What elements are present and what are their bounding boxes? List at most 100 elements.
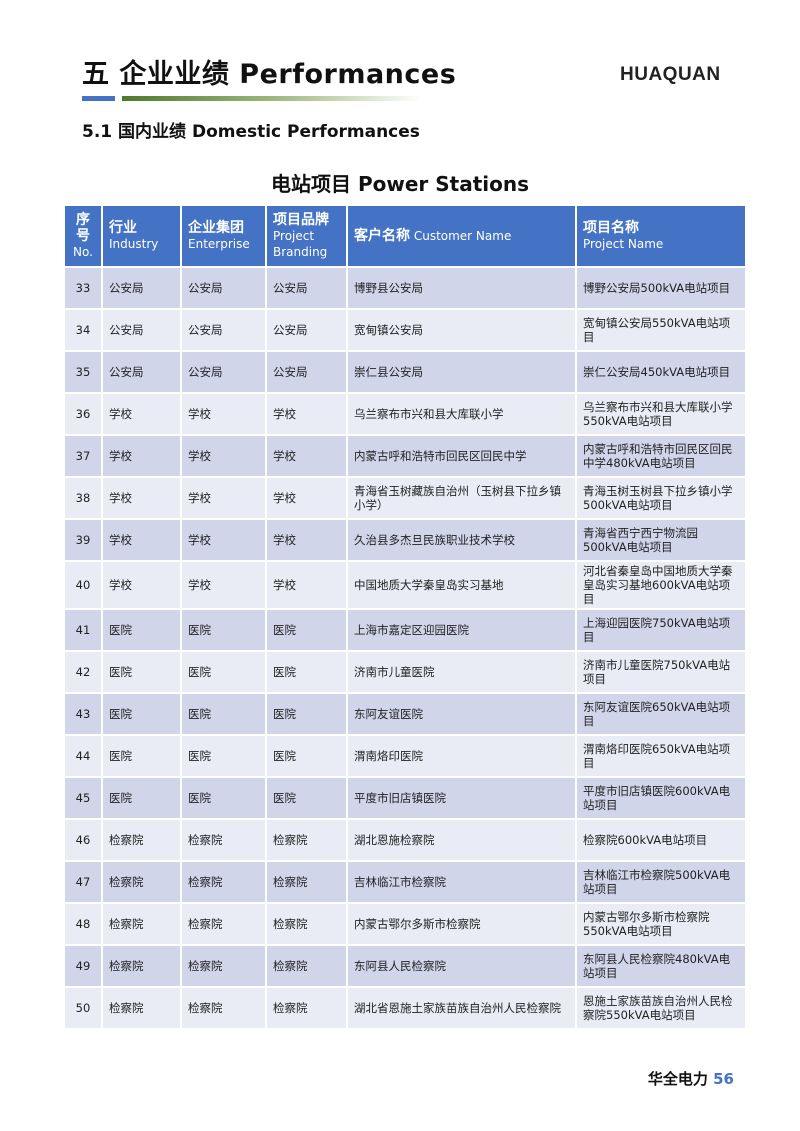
cell-customer: 中国地质大学秦皇岛实习基地: [348, 562, 575, 608]
table-row: 46 检察院 检察院 检察院 湖北恩施检察院 检察院600kVA电站项目: [65, 820, 745, 860]
cell-branding: 医院: [267, 778, 346, 818]
cell-enterprise: 检察院: [182, 946, 265, 986]
table-row: 34 公安局 公安局 公安局 宽甸镇公安局 宽甸镇公安局550kVA电站项目: [65, 310, 745, 350]
page-number: 56: [713, 1070, 734, 1088]
cell-customer: 内蒙古呼和浩特市回民区回民中学: [348, 436, 575, 476]
cell-project: 恩施土家族苗族自治州人民检察院550kVA电站项目: [577, 988, 745, 1028]
cell-branding: 检察院: [267, 904, 346, 944]
cell-no: 44: [65, 736, 101, 776]
cell-no: 47: [65, 862, 101, 902]
cell-industry: 检察院: [103, 988, 180, 1028]
cell-enterprise: 公安局: [182, 352, 265, 392]
cell-project: 吉林临江市检察院500kVA电站项目: [577, 862, 745, 902]
cell-industry: 检察院: [103, 862, 180, 902]
cell-customer: 东阿友谊医院: [348, 694, 575, 734]
cell-no: 45: [65, 778, 101, 818]
cell-branding: 医院: [267, 694, 346, 734]
cell-customer: 上海市嘉定区迎园医院: [348, 610, 575, 650]
table-row: 45 医院 医院 医院 平度市旧店镇医院 平度市旧店镇医院600kVA电站项目: [65, 778, 745, 818]
cell-industry: 医院: [103, 652, 180, 692]
table-row: 50 检察院 检察院 检察院 湖北省恩施土家族苗族自治州人民检察院 恩施土家族苗族自治州人…: [65, 988, 745, 1028]
title-underline-green: [122, 96, 422, 101]
cell-project: 上海迎园医院750kVA电站项目: [577, 610, 745, 650]
table-row: 49 检察院 检察院 检察院 东阿县人民检察院 东阿县人民检察院480kVA电站项目: [65, 946, 745, 986]
table-row: 47 检察院 检察院 检察院 吉林临江市检察院 吉林临江市检察院500kVA电站项目: [65, 862, 745, 902]
cell-customer: 久治县多杰旦民族职业技术学校: [348, 520, 575, 560]
cell-enterprise: 公安局: [182, 310, 265, 350]
cell-industry: 学校: [103, 520, 180, 560]
cell-branding: 学校: [267, 478, 346, 518]
table-row: 36 学校 学校 学校 乌兰察布市兴和县大库联小学 乌兰察布市兴和县大库联小学550kVA…: [65, 394, 745, 434]
cell-branding: 检察院: [267, 820, 346, 860]
cell-enterprise: 学校: [182, 520, 265, 560]
cell-project: 青海玉树玉树县下拉乡镇小学500kVA电站项目: [577, 478, 745, 518]
cell-branding: 公安局: [267, 310, 346, 350]
cell-branding: 公安局: [267, 352, 346, 392]
cell-branding: 学校: [267, 520, 346, 560]
cell-enterprise: 医院: [182, 652, 265, 692]
cell-branding: 检察院: [267, 946, 346, 986]
table-row: 38 学校 学校 学校 青海省玉树藏族自治州（玉树县下拉乡镇小学） 青海玉树玉树县下拉乡镇…: [65, 478, 745, 518]
table-title: 电站项目 Power Stations: [271, 172, 529, 196]
cell-customer: 济南市儿童医院: [348, 652, 575, 692]
cell-industry: 公安局: [103, 310, 180, 350]
table-row: 48 检察院 检察院 检察院 内蒙古鄂尔多斯市检察院 内蒙古鄂尔多斯市检察院550kVA电…: [65, 904, 745, 944]
cell-enterprise: 医院: [182, 694, 265, 734]
cell-branding: 学校: [267, 562, 346, 608]
cell-industry: 医院: [103, 610, 180, 650]
cell-no: 37: [65, 436, 101, 476]
table-row: 42 医院 医院 医院 济南市儿童医院 济南市儿童医院750kVA电站项目: [65, 652, 745, 692]
cell-industry: 检察院: [103, 820, 180, 860]
cell-project: 东阿友谊医院650kVA电站项目: [577, 694, 745, 734]
cell-no: 36: [65, 394, 101, 434]
table-row: 37 学校 学校 学校 内蒙古呼和浩特市回民区回民中学 内蒙古呼和浩特市回民区回民中学48…: [65, 436, 745, 476]
table-row: 40 学校 学校 学校 中国地质大学秦皇岛实习基地 河北省秦皇岛中国地质大学秦皇岛实习基地…: [65, 562, 745, 608]
cell-customer: 渭南烙印医院: [348, 736, 575, 776]
cell-enterprise: 医院: [182, 610, 265, 650]
table-row: 39 学校 学校 学校 久治县多杰旦民族职业技术学校 青海省西宁西宁物流园500kVA电站…: [65, 520, 745, 560]
cell-project: 渭南烙印医院650kVA电站项目: [577, 736, 745, 776]
page-footer: 华全电力 56: [648, 1068, 734, 1089]
cell-branding: 公安局: [267, 268, 346, 308]
cell-customer: 乌兰察布市兴和县大库联小学: [348, 394, 575, 434]
cell-no: 43: [65, 694, 101, 734]
column-header-industry: 行业 Industry: [103, 206, 180, 266]
cell-project: 博野公安局500kVA电站项目: [577, 268, 745, 308]
column-header-enterprise: 企业集团 Enterprise: [182, 206, 265, 266]
cell-branding: 学校: [267, 436, 346, 476]
cell-no: 48: [65, 904, 101, 944]
cell-branding: 医院: [267, 610, 346, 650]
cell-project: 济南市儿童医院750kVA电站项目: [577, 652, 745, 692]
cell-project: 东阿县人民检察院480kVA电站项目: [577, 946, 745, 986]
table-row: 43 医院 医院 医院 东阿友谊医院 东阿友谊医院650kVA电站项目: [65, 694, 745, 734]
cell-customer: 湖北恩施检察院: [348, 820, 575, 860]
column-header-branding: 项目品牌 Project Branding: [267, 206, 346, 266]
cell-industry: 检察院: [103, 904, 180, 944]
cell-branding: 医院: [267, 736, 346, 776]
table-row: 44 医院 医院 医院 渭南烙印医院 渭南烙印医院650kVA电站项目: [65, 736, 745, 776]
cell-no: 50: [65, 988, 101, 1028]
cell-project: 河北省秦皇岛中国地质大学秦皇岛实习基地600kVA电站项目: [577, 562, 745, 608]
cell-project: 崇仁公安局450kVA电站项目: [577, 352, 745, 392]
cell-industry: 学校: [103, 436, 180, 476]
column-header-no: 序号 No.: [65, 206, 101, 266]
section-subtitle: 5.1 国内业绩 Domestic Performances: [82, 122, 420, 142]
cell-enterprise: 检察院: [182, 862, 265, 902]
cell-enterprise: 检察院: [182, 988, 265, 1028]
cell-industry: 医院: [103, 778, 180, 818]
cell-industry: 学校: [103, 562, 180, 608]
cell-no: 46: [65, 820, 101, 860]
table-header-row: 序号 No. 行业 Industry 企业集团 Enterprise 项目品牌 Proj…: [65, 206, 745, 266]
cell-customer: 博野县公安局: [348, 268, 575, 308]
table-row: 35 公安局 公安局 公安局 崇仁县公安局 崇仁公安局450kVA电站项目: [65, 352, 745, 392]
footer-brand: 华全电力: [647, 1070, 708, 1088]
cell-project: 宽甸镇公安局550kVA电站项目: [577, 310, 745, 350]
cell-no: 38: [65, 478, 101, 518]
page-title: 五 企业业绩 Performances: [82, 59, 457, 90]
cell-customer: 崇仁县公安局: [348, 352, 575, 392]
cell-industry: 公安局: [103, 268, 180, 308]
brand-logo: HUAQUAN: [620, 64, 721, 85]
cell-industry: 医院: [103, 694, 180, 734]
cell-enterprise: 检察院: [182, 820, 265, 860]
cell-project: 检察院600kVA电站项目: [577, 820, 745, 860]
